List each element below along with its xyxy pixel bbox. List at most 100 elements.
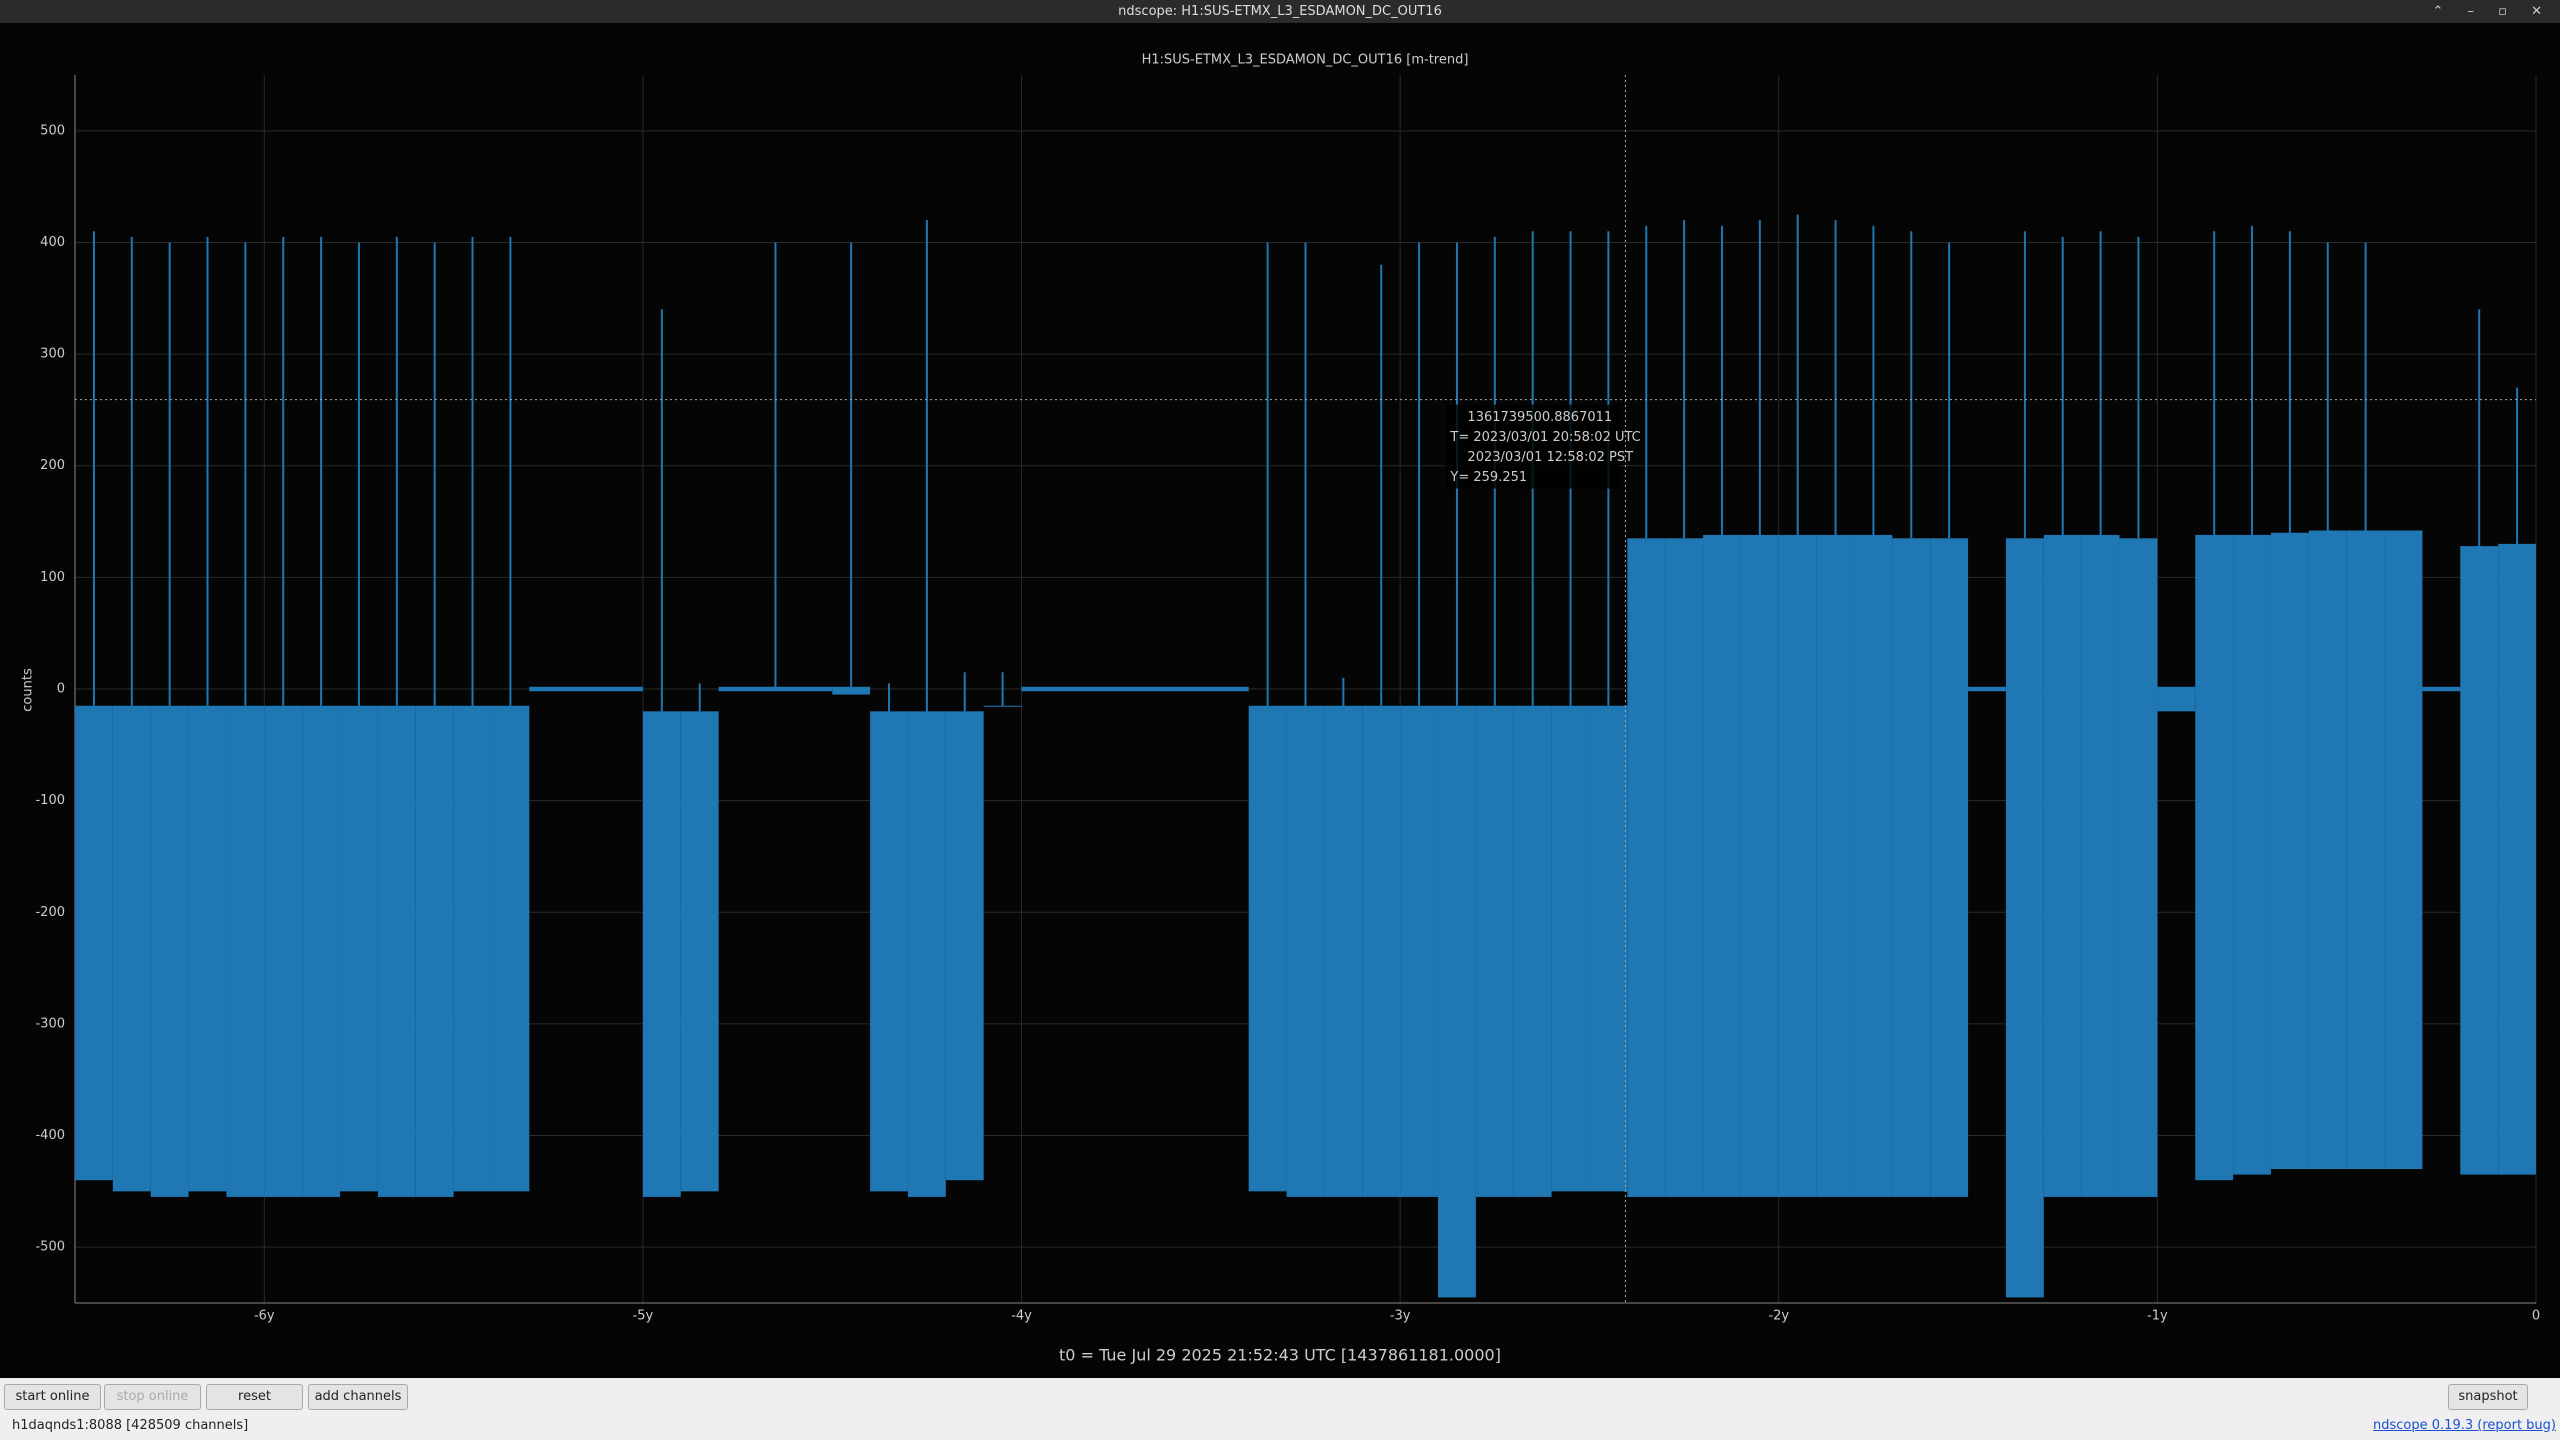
trend-body xyxy=(1172,686,1211,692)
trend-body xyxy=(75,705,113,1181)
x-tick-label: 0 xyxy=(2532,1309,2540,1324)
trend-body xyxy=(1286,705,1325,1197)
trend-body xyxy=(2498,543,2536,1175)
report-link[interactable]: (report bug) xyxy=(2477,1418,2556,1433)
bottom-bar: start online stop online reset add chann… xyxy=(0,1378,2560,1440)
trend-body xyxy=(1248,705,1287,1192)
trend-body xyxy=(1816,534,1855,1197)
trend-body xyxy=(302,705,341,1197)
y-tick-label: 200 xyxy=(40,458,65,473)
trend-body xyxy=(945,711,984,1181)
y-tick-label: 0 xyxy=(57,682,65,697)
trend-body xyxy=(2233,534,2271,1175)
snapshot-button[interactable]: snapshot xyxy=(2448,1384,2528,1410)
trend-body xyxy=(756,686,795,692)
trend-body xyxy=(1892,538,1931,1197)
trend-body xyxy=(226,705,265,1197)
trend-body xyxy=(2422,686,2461,692)
trend-body xyxy=(567,686,606,692)
trend-body xyxy=(112,705,151,1192)
y-tick-label: 100 xyxy=(40,570,65,585)
trend-body xyxy=(1362,705,1401,1197)
y-tick-label: -100 xyxy=(35,793,65,808)
trend-body xyxy=(718,686,757,692)
stop-button: stop online xyxy=(104,1384,201,1410)
trend-body xyxy=(2195,534,2234,1181)
status-text: h1daqnds1:8088 [428509 channels] xyxy=(12,1418,249,1433)
chart: H1:SUS-ETMX_L3_ESDAMON_DC_OUT16 [m-trend… xyxy=(0,23,2560,1378)
title-bar: ndscope: H1:SUS-ETMX_L3_ESDAMON_DC_OUT16… xyxy=(0,0,2560,23)
trend-body xyxy=(1135,686,1173,692)
y-tick-label: 400 xyxy=(40,235,65,250)
trend-body xyxy=(1930,538,1969,1197)
y-axis-label: counts xyxy=(21,668,36,712)
trend-body xyxy=(1400,705,1439,1197)
trend-body xyxy=(1968,686,2006,692)
x-tick-label: -3y xyxy=(1390,1309,1411,1324)
cursor-label: T= 2023/03/01 20:58:02 UTC xyxy=(1449,430,1640,445)
trend-body xyxy=(2384,530,2423,1170)
window-controls[interactable]: ⌃ – ▫ ✕ xyxy=(2432,4,2552,19)
trend-body xyxy=(870,711,908,1192)
trend-body xyxy=(1021,686,1060,692)
trend-body xyxy=(453,705,492,1192)
y-tick-label: -400 xyxy=(35,1128,65,1143)
x-tick-label: -4y xyxy=(1011,1309,1032,1324)
trend-body xyxy=(907,711,946,1197)
trend-body xyxy=(1740,534,1779,1197)
trend-body xyxy=(1097,686,1136,692)
trend-body xyxy=(1324,705,1363,1197)
trend-body xyxy=(680,711,719,1192)
y-tick-label: -300 xyxy=(35,1016,65,1031)
cursor-label: 1361739500.8867011 xyxy=(1467,410,1612,425)
trend-body xyxy=(2119,538,2158,1197)
x-tick-label: -6y xyxy=(254,1309,275,1324)
trend-body xyxy=(529,686,568,692)
start-button[interactable]: start online xyxy=(4,1384,101,1410)
trend-body xyxy=(2346,530,2385,1170)
trend-body xyxy=(2157,686,2196,712)
trend-body xyxy=(491,705,530,1192)
y-tick-label: 300 xyxy=(40,347,65,362)
trend-body xyxy=(415,705,454,1197)
cursor-box xyxy=(1445,404,1621,489)
trend-body xyxy=(1210,686,1249,692)
y-tick-label: -200 xyxy=(35,905,65,920)
chart-title: H1:SUS-ETMX_L3_ESDAMON_DC_OUT16 [m-trend… xyxy=(1142,53,1469,68)
y-tick-label: 500 xyxy=(40,123,65,138)
trend-body xyxy=(983,705,1022,707)
trend-body xyxy=(1665,538,1704,1197)
trend-body xyxy=(2043,534,2082,1197)
trend-body xyxy=(2081,534,2120,1197)
x-tick-label: -1y xyxy=(2147,1309,2168,1324)
trend-body xyxy=(1438,705,1476,1298)
trend-body xyxy=(2460,546,2499,1175)
version[interactable]: ndscope 0.19.3 xyxy=(2373,1418,2474,1433)
trend-body xyxy=(340,705,378,1192)
add-channels-button[interactable]: add channels xyxy=(308,1384,408,1410)
trend-body xyxy=(188,705,227,1192)
x-tick-label: -5y xyxy=(633,1309,654,1324)
trend-body xyxy=(1513,705,1552,1197)
reset-button[interactable]: reset xyxy=(206,1384,303,1410)
trend-body xyxy=(264,705,303,1197)
trend-body xyxy=(794,686,833,692)
trend-body xyxy=(1854,534,1893,1197)
trend-body xyxy=(832,686,871,695)
trend-body xyxy=(2308,530,2347,1170)
trend-body xyxy=(1475,705,1514,1197)
cursor-label: 2023/03/01 12:58:02 PST xyxy=(1467,450,1633,465)
y-tick-label: -500 xyxy=(35,1240,65,1255)
trend-body xyxy=(1778,534,1817,1197)
trend-body xyxy=(642,711,681,1197)
trend-body xyxy=(2005,538,2044,1298)
trend-body xyxy=(377,705,416,1197)
window-title: ndscope: H1:SUS-ETMX_L3_ESDAMON_DC_OUT16 xyxy=(1118,4,1442,19)
trend-body xyxy=(1589,705,1628,1192)
version-link[interactable]: ndscope 0.19.3 (report bug) xyxy=(2373,1418,2556,1433)
cursor-label: Y= 259.251 xyxy=(1449,470,1527,485)
x-caption: t0 = Tue Jul 29 2025 21:52:43 UTC [14378… xyxy=(1059,1346,1501,1365)
trend-body xyxy=(1703,534,1741,1197)
trend-body xyxy=(605,686,643,692)
